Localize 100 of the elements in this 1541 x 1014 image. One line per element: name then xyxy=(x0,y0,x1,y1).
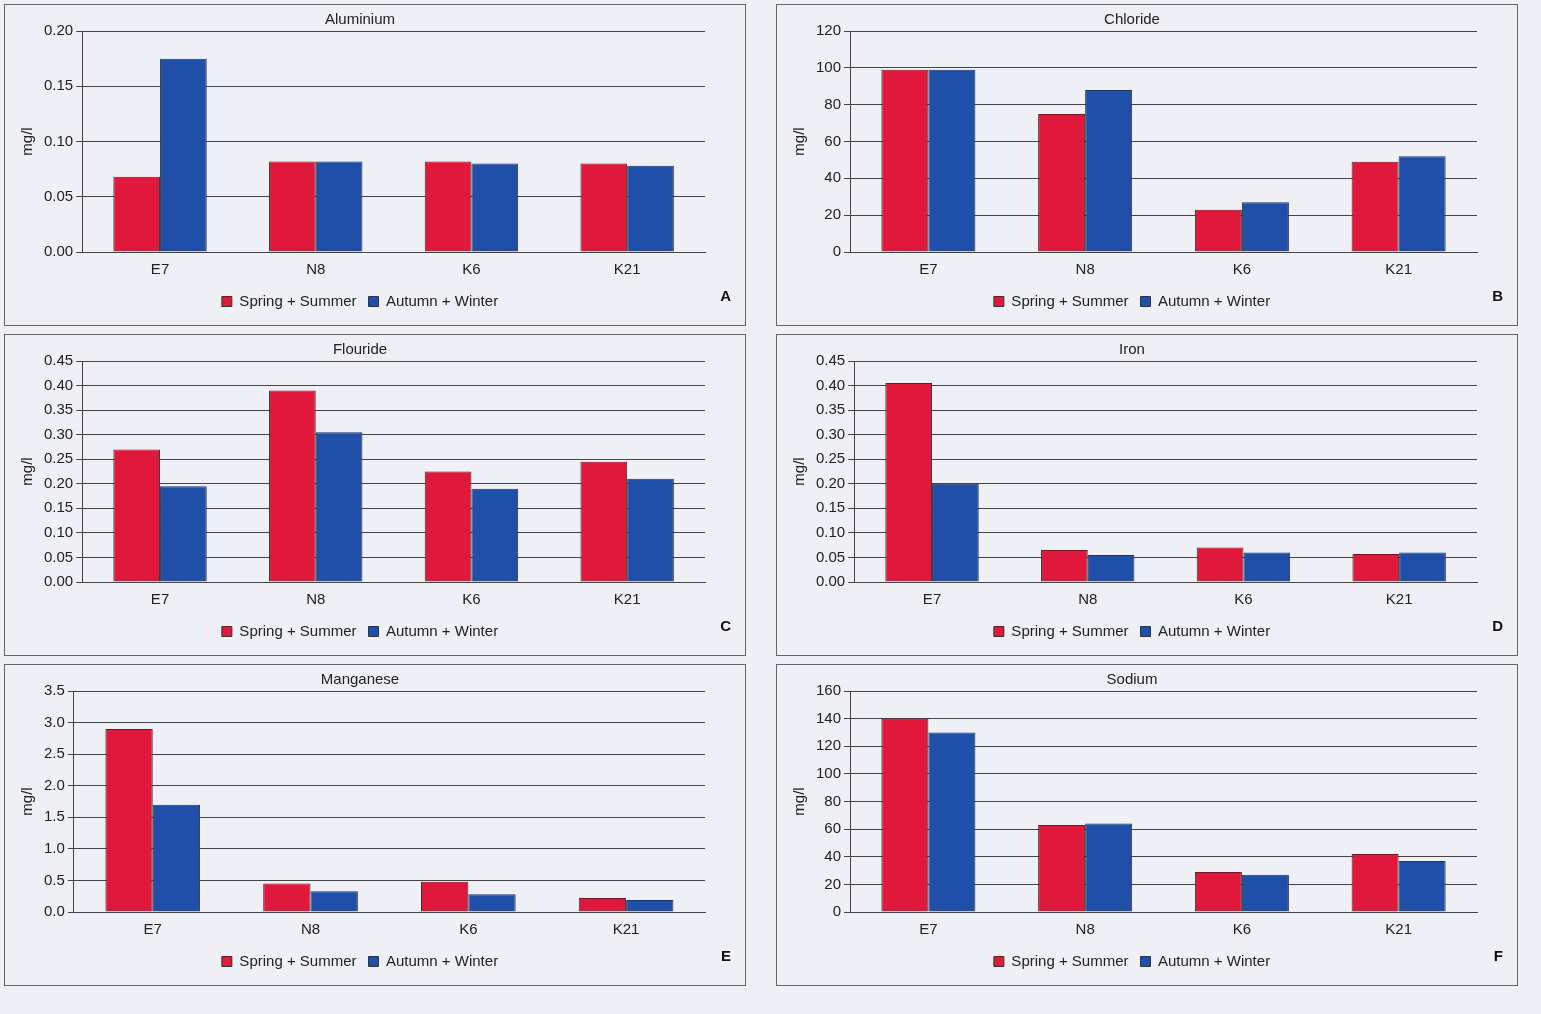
legend-label: Spring + Summer xyxy=(239,621,357,639)
y-tick-label: 0.5 xyxy=(43,870,65,888)
chart-title: Chloride xyxy=(1104,10,1160,28)
y-tick-label: 0.0 xyxy=(43,902,65,920)
chart-title: Flouride xyxy=(332,340,388,358)
x-tick-label: E7 xyxy=(150,590,170,608)
x-tick-label: E7 xyxy=(919,260,938,278)
y-tick-label: 120 xyxy=(816,21,842,39)
y-tick-label: 2.0 xyxy=(43,775,65,793)
y-tick-label: 60 xyxy=(824,131,842,149)
y-tick-label: 0.00 xyxy=(815,572,846,590)
y-tick-label: 3.5 xyxy=(43,681,65,699)
y-tick-label: 0.05 xyxy=(43,186,74,204)
y-tick-label: 0.20 xyxy=(43,473,74,491)
legend-label: Autumn + Winter xyxy=(1158,951,1271,969)
y-tick-label: 0.35 xyxy=(815,400,846,418)
x-tick-label: K21 xyxy=(613,260,641,278)
legend-label: Autumn + Winter xyxy=(386,291,499,309)
y-tick-label: 2.5 xyxy=(43,744,65,762)
x-tick-label: E7 xyxy=(919,920,938,938)
x-tick-label: K21 xyxy=(613,590,641,608)
y-tick-label: 20 xyxy=(824,874,842,892)
y-axis-title: mg/l xyxy=(18,787,36,816)
y-tick-label: 0.10 xyxy=(43,523,74,541)
legend-label: Spring + Summer xyxy=(1011,291,1129,309)
y-tick-label: 120 xyxy=(816,736,842,754)
x-tick-label: N8 xyxy=(306,260,326,278)
y-tick-label: 0.15 xyxy=(815,498,846,516)
text: B xyxy=(1492,287,1504,305)
y-axis-title: mg/l xyxy=(790,127,808,156)
y-tick-label: 0.45 xyxy=(815,351,846,369)
y-tick-label: 0 xyxy=(832,902,842,920)
legend-label: Autumn + Winter xyxy=(386,621,499,639)
legend-label: Autumn + Winter xyxy=(386,951,499,969)
chart-title: Iron xyxy=(1119,340,1145,358)
y-tick-label: 80 xyxy=(824,791,842,809)
x-tick-label: E7 xyxy=(922,590,942,608)
y-tick-label: 0.30 xyxy=(43,424,74,442)
legend-label: Spring + Summer xyxy=(239,291,357,309)
y-tick-label: 0 xyxy=(832,242,842,260)
chart-title: Manganese xyxy=(320,670,400,688)
y-tick-label: 0.20 xyxy=(815,473,846,491)
y-tick-label: 100 xyxy=(816,764,842,782)
y-axis-title: mg/l xyxy=(790,787,808,816)
y-tick-label: 0.30 xyxy=(815,424,846,442)
y-tick-label: 0.40 xyxy=(815,375,846,393)
x-tick-label: N8 xyxy=(1075,920,1095,938)
y-tick-label: 1.5 xyxy=(43,807,65,825)
text: F xyxy=(1493,947,1503,965)
x-tick-label: K6 xyxy=(1234,590,1253,608)
x-tick-label: K21 xyxy=(1385,920,1412,938)
y-tick-label: 20 xyxy=(824,205,842,223)
x-tick-label: N8 xyxy=(300,920,321,938)
y-tick-label: 0.00 xyxy=(43,572,74,590)
y-tick-label: 0.45 xyxy=(43,351,74,369)
legend-label: Autumn + Winter xyxy=(1158,621,1271,639)
legend-label: Spring + Summer xyxy=(1011,621,1129,639)
text: E xyxy=(720,947,731,965)
x-tick-label: E7 xyxy=(150,260,170,278)
y-tick-label: 0.05 xyxy=(815,547,846,565)
y-tick-label: 140 xyxy=(816,708,842,726)
legend-label: Spring + Summer xyxy=(1011,951,1129,969)
y-tick-label: 0.40 xyxy=(43,375,74,393)
legend-label: Autumn + Winter xyxy=(1158,291,1271,309)
y-axis-title: mg/l xyxy=(18,457,36,486)
x-tick-label: K6 xyxy=(1232,260,1252,278)
chart-title: Sodium xyxy=(1106,670,1158,688)
x-tick-label: K21 xyxy=(1385,260,1412,278)
y-tick-label: 0.10 xyxy=(815,523,846,541)
x-tick-label: K21 xyxy=(1385,590,1413,608)
y-tick-label: 60 xyxy=(824,819,842,837)
y-tick-label: 40 xyxy=(824,846,842,864)
legend-label: Spring + Summer xyxy=(239,951,357,969)
x-tick-label: K6 xyxy=(462,260,481,278)
x-tick-label: K6 xyxy=(1232,920,1252,938)
text: A xyxy=(720,287,732,305)
x-tick-label: K6 xyxy=(462,590,481,608)
y-tick-label: 1.0 xyxy=(43,839,65,856)
y-axis-title: mg/l xyxy=(790,457,808,486)
y-tick-label: 0.15 xyxy=(43,498,74,516)
y-axis-title: mg/l xyxy=(18,127,36,156)
y-tick-label: 100 xyxy=(816,57,842,75)
text: D xyxy=(1492,617,1504,635)
y-tick-label: 0.10 xyxy=(43,131,74,149)
y-tick-label: 0.35 xyxy=(43,400,74,418)
chart-title: Aluminium xyxy=(324,10,396,28)
y-tick-label: 0.20 xyxy=(43,21,74,39)
y-tick-label: 0.05 xyxy=(43,547,74,565)
y-tick-label: 0.00 xyxy=(43,242,74,260)
y-tick-label: 80 xyxy=(824,94,842,112)
x-tick-label: N8 xyxy=(306,590,326,608)
y-tick-label: 0.25 xyxy=(815,449,846,467)
y-tick-label: 0.15 xyxy=(43,76,74,94)
x-tick-label: N8 xyxy=(1075,260,1095,278)
y-tick-label: 40 xyxy=(824,168,842,186)
x-tick-label: E7 xyxy=(143,920,162,938)
x-tick-label: K6 xyxy=(459,920,478,938)
x-tick-label: N8 xyxy=(1078,590,1098,608)
y-tick-label: 3.0 xyxy=(43,712,65,730)
text: C xyxy=(720,617,732,635)
